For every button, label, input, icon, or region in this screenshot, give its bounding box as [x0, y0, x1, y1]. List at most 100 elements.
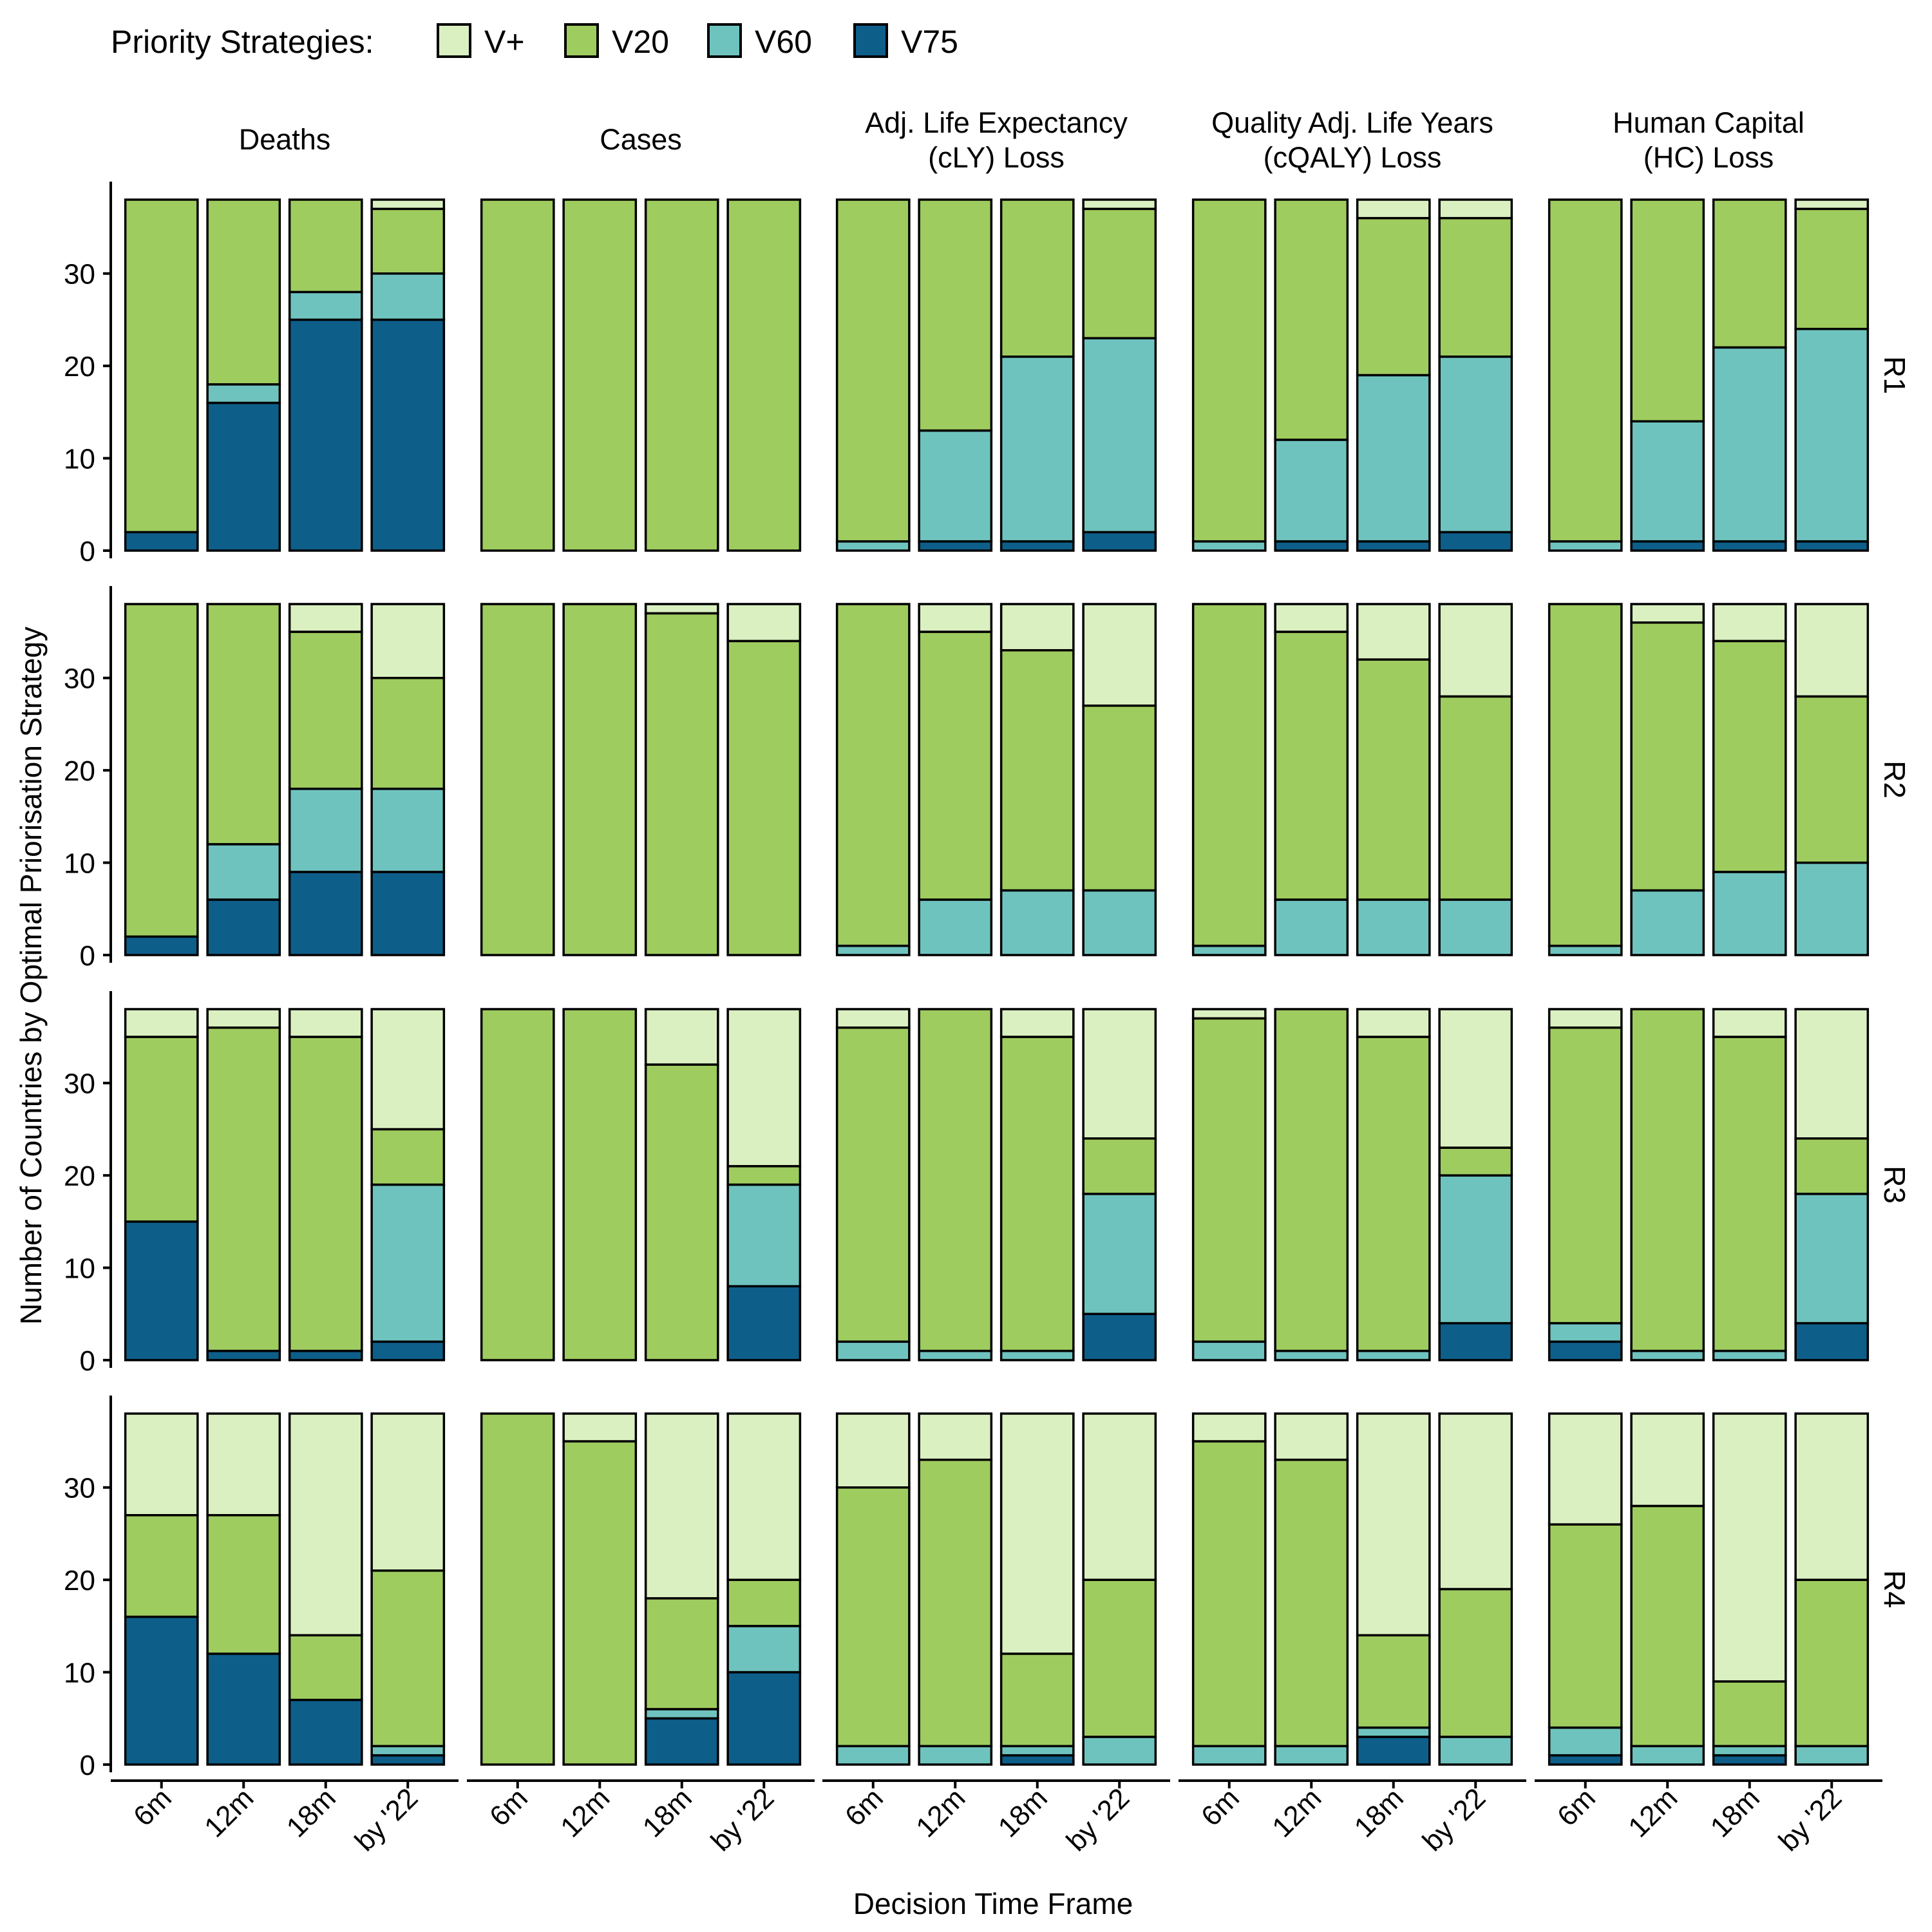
bar-segment-v20-r3-c2-12m: [562, 1008, 638, 1361]
bar-segment-v20-r4-c1-by-22: [370, 1569, 446, 1748]
x-tick-label-6m: 6m: [1195, 1782, 1245, 1832]
bar-segment-v-r1-c3-by-22: [1082, 198, 1157, 211]
legend-label-v60: V60: [755, 24, 812, 60]
bar-segment-v20-r1-c5-18m: [1712, 198, 1787, 349]
bar-segment-v20-r4-c4-by-22: [1438, 1587, 1513, 1738]
bar-segment-v20-r4-c5-6m: [1548, 1523, 1623, 1729]
bar-segment-v60-r3-c4-6m: [1191, 1340, 1267, 1361]
bar-segment-v75-r2-c1-6m: [124, 935, 199, 956]
bar-segment-v60-r2-c4-6m: [1191, 944, 1267, 956]
bar-segment-v20-r3-c5-12m: [1630, 1008, 1705, 1352]
bar-segment-v60-r4-c3-12m: [918, 1745, 993, 1766]
bar-segment-v20-r3-c2-6m: [480, 1008, 555, 1361]
bar-segment-v-r3-c1-12m: [206, 1008, 281, 1029]
x-tick-label-by-22: by '22: [1061, 1782, 1136, 1857]
bar-segment-v75-r1-c3-18m: [999, 540, 1075, 552]
bar-segment-v60-r4-c3-by-22: [1082, 1736, 1157, 1766]
bar-segment-v-r4-c4-12m: [1274, 1412, 1349, 1461]
x-tick-label-6m: 6m: [484, 1782, 534, 1832]
bar-segment-v60-r3-c4-18m: [1356, 1349, 1431, 1361]
bar-segment-v20-r4-c5-12m: [1630, 1504, 1705, 1748]
bar-segment-v20-r2-c5-by-22: [1794, 695, 1870, 864]
bar-segment-v60-r1-c5-6m: [1548, 540, 1623, 552]
bar-segment-v75-r3-c1-6m: [124, 1220, 199, 1361]
bar-segment-v20-r1-c1-by-22: [370, 207, 446, 275]
bar-segment-v75-r3-c2-by-22: [726, 1285, 802, 1361]
bar-segment-v-r3-c3-18m: [999, 1008, 1075, 1038]
bar-segment-v20-r3-c3-12m: [918, 1008, 993, 1352]
panel-r4-2: [480, 1412, 802, 1766]
bar-segment-v20-r2-c1-12m: [206, 603, 281, 846]
bar-segment-v-r3-c5-18m: [1712, 1008, 1787, 1038]
bar-segment-v20-r2-c2-12m: [562, 603, 638, 956]
bar-segment-v-r2-c3-18m: [999, 603, 1075, 652]
x-axis-title: Decision Time Frame: [853, 1887, 1133, 1920]
bar-segment-v75-r4-c2-18m: [644, 1717, 719, 1766]
bar-segment-v-r4-c3-12m: [918, 1412, 993, 1461]
bar-segment-v75-r4-c5-18m: [1712, 1754, 1787, 1766]
bar-segment-v20-r3-c1-by-22: [370, 1128, 446, 1186]
bar-segment-v20-r3-c2-by-22: [726, 1165, 802, 1186]
x-tick-label-18m: 18m: [992, 1782, 1054, 1843]
bar-segment-v75-r4-c4-18m: [1356, 1736, 1431, 1766]
bar-segment-v75-r1-c4-by-22: [1438, 531, 1513, 552]
bar-segment-v75-r4-c1-12m: [206, 1653, 281, 1766]
bar-segment-v20-r4-c5-by-22: [1794, 1578, 1870, 1748]
bar-segment-v-r2-c1-18m: [288, 603, 363, 633]
bar-segment-v20-r4-c4-12m: [1274, 1458, 1349, 1748]
bar-segment-v60-r1-c4-12m: [1274, 439, 1349, 543]
bar-segment-v60-r2-c4-by-22: [1438, 898, 1513, 956]
y-tick-label: 10: [64, 444, 95, 475]
x-tick-label-12m: 12m: [910, 1782, 971, 1843]
bar-segment-v60-r4-c4-18m: [1356, 1726, 1431, 1738]
bar-segment-v75-r1-c5-18m: [1712, 540, 1787, 552]
bar-segment-v-r2-c2-by-22: [726, 603, 802, 643]
bar-segment-v75-r1-c4-12m: [1274, 540, 1349, 552]
legend-label-v75: V75: [901, 24, 958, 60]
legend-swatch-v75: [853, 23, 888, 58]
panel-r3-1: [124, 1008, 446, 1361]
x-tick-label-12m: 12m: [554, 1782, 616, 1843]
bar-segment-v20-r4-c3-12m: [918, 1458, 993, 1748]
row-label-r4: R4: [1878, 1570, 1911, 1608]
panel-r2-1: [124, 603, 446, 956]
bar-segment-v20-r2-c3-12m: [918, 630, 993, 901]
bar-segment-v-r4-c3-18m: [999, 1412, 1075, 1655]
bar-segment-v60-r4-c1-by-22: [370, 1745, 446, 1757]
bar-segment-v60-r4-c2-18m: [644, 1708, 719, 1720]
bar-segment-v60-r4-c3-18m: [999, 1745, 1075, 1757]
legend-swatch-v60: [707, 23, 742, 58]
bar-segment-v20-r1-c1-6m: [124, 198, 199, 534]
legend-swatch-v: [437, 23, 471, 58]
bar-segment-v75-r3-c1-18m: [288, 1349, 363, 1361]
bar-segment-v20-r1-c3-12m: [918, 198, 993, 432]
bar-segment-v-r2-c5-18m: [1712, 603, 1787, 643]
x-tick-label-12m: 12m: [1622, 1782, 1683, 1843]
y-tick-label: 10: [64, 848, 95, 880]
bar-segment-v-r1-c1-by-22: [370, 198, 446, 211]
bar-segment-v-r2-c2-18m: [644, 603, 719, 615]
bar-segment-v-r1-c4-by-22: [1438, 198, 1513, 220]
bar-segment-v20-r4-c1-6m: [124, 1514, 199, 1618]
panel-r2-3: [835, 603, 1157, 956]
bar-segment-v-r2-c4-by-22: [1438, 603, 1513, 698]
y-tick-label: 20: [64, 1565, 95, 1596]
bar-segment-v20-r2-c5-18m: [1712, 639, 1787, 873]
x-tick-label-18m: 18m: [281, 1782, 342, 1843]
bar-segment-v-r3-c2-18m: [644, 1008, 719, 1066]
x-tick-label-18m: 18m: [637, 1782, 698, 1843]
bar-segment-v20-r3-c3-by-22: [1082, 1137, 1157, 1195]
bar-segment-v-r2-c4-12m: [1274, 603, 1349, 633]
y-tick-label: 20: [64, 755, 95, 787]
x-tick-label-6m: 6m: [1551, 1782, 1602, 1832]
bar-segment-v60-r4-c5-18m: [1712, 1745, 1787, 1757]
bar-segment-v-r3-c3-6m: [835, 1008, 911, 1029]
y-tick-label: 0: [80, 536, 95, 567]
x-tick-label-18m: 18m: [1349, 1782, 1410, 1843]
bar-segment-v-r4-c5-by-22: [1794, 1412, 1870, 1581]
y-tick-label: 30: [64, 1068, 95, 1100]
bar-segment-v20-r1-c4-6m: [1191, 198, 1267, 543]
bar-segment-v60-r1-c5-by-22: [1794, 328, 1870, 543]
facet-title-deaths: Deaths: [239, 123, 331, 156]
